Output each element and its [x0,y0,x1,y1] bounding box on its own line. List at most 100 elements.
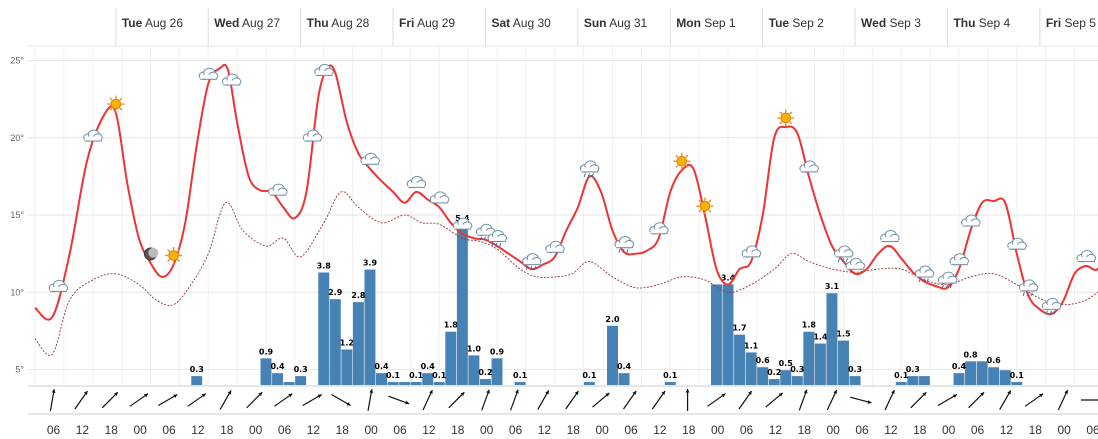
wind-arrowhead [748,390,752,395]
precip-bar [618,373,630,385]
cloud-base [223,80,240,86]
wind-shaft [422,389,433,411]
hour-tick-label: 12 [422,423,436,437]
wind-shaft [157,393,178,407]
wind-arrowhead [574,390,579,395]
wind-arrowhead [605,392,610,397]
precip-value-label: 0.4 [374,362,389,371]
precip-bar [791,376,803,385]
day-label: Tue Sep 2 [769,16,824,30]
precip-bar [745,352,757,385]
y-tick-label: 25° [10,56,24,66]
precip-bar [329,299,341,385]
rain-drop [495,242,498,247]
wind-arrowhead [721,393,726,398]
precip-bar [999,370,1011,385]
precip-value-label: 2.0 [605,315,620,324]
precip-bar [479,379,491,385]
precip-value-label: 0.1 [386,371,401,380]
hour-tick-label: 00 [133,423,147,437]
precip-bar [364,269,376,385]
cloud-base [361,159,378,165]
rain-drop [1049,310,1052,315]
hour-tick-label: 06 [1086,423,1098,437]
precip-value-label: 0.3 [190,365,204,374]
precip-bar [849,376,861,385]
hour-tick-label: 06 [278,423,292,437]
rain-drop [949,284,952,289]
wind-arrow-icon [74,390,89,410]
cloud-rain-icon [475,223,496,241]
hour-tick-label: 18 [451,423,465,437]
wind-shaft [826,389,838,411]
wind-arrowhead [952,394,957,398]
rain-drop [841,258,844,263]
cloud-base [835,252,852,257]
cloud-icon [268,183,288,196]
cloud-rain-icon [487,229,507,247]
precip-value-label: 0.1 [894,371,909,380]
precip-value-label: 3.9 [363,259,378,268]
wind-arrowhead [317,394,322,398]
wind-shaft [187,393,207,407]
cloud-icon [961,214,981,227]
precip-bar [734,334,746,385]
wind-arrowhead [258,392,263,397]
precipitation-bars [191,225,1023,385]
precip-bar [283,382,295,385]
precip-bar [468,355,480,385]
wind-arrow-icon [565,390,579,410]
cloud-icon [949,253,969,266]
wind-arrow-icon [765,392,784,408]
precip-bar [1011,382,1023,385]
wind-shaft [367,389,373,411]
precip-bar [399,382,411,385]
dewpoint-line [34,191,1098,356]
rain-drop [926,278,929,283]
rain-drop [1026,292,1029,297]
precip-value-label: 0.1 [409,371,424,380]
sun-disc [780,112,792,124]
sun-ray [698,209,702,213]
sun-ray [119,107,123,111]
wind-arrow-icon [685,389,690,411]
cloud-base [743,252,760,257]
cloud-base [916,272,933,277]
wind-arrow-icon [1057,389,1069,411]
wind-shaft [937,393,958,407]
day-label: Thu Aug 28 [307,16,370,30]
wind-arrow-icon [850,396,872,404]
wind-shaft [798,389,808,411]
precip-value-label: 0.2 [767,368,781,377]
sun-disc [676,155,688,167]
day-label-dow: Sun [584,16,607,30]
wind-arrow-icon [219,390,232,410]
rain-drop [922,278,925,283]
precip-value-label: 1.2 [340,338,354,347]
day-label-dow: Wed [214,16,239,30]
precip-value-label: 0.9 [259,347,274,356]
cloud-base [523,260,540,265]
precip-value-label: 0.9 [490,347,505,356]
cloud-base [546,247,563,253]
wind-shaft [765,392,784,408]
day-label-dow: Thu [307,16,329,30]
wind-arrowhead [685,389,690,393]
rain-drop [587,173,590,178]
day-label: Fri Aug 29 [399,16,455,30]
wind-arrowhead [891,390,895,395]
cloud-base [1020,286,1037,291]
wind-arrowhead [515,389,519,394]
wind-arrow-icon [707,393,726,407]
precip-bar [260,358,272,385]
wind-shaft [388,395,410,405]
sun-ray [685,164,689,168]
rain-drop [483,236,486,241]
wind-shaft [101,391,119,409]
precip-value-label: 0.3 [906,365,920,374]
precip-value-label: 0.1 [582,371,597,380]
day-label: Mon Sep 1 [676,16,736,30]
precip-value-label: 0.3 [848,365,862,374]
wind-arrow-icon [302,393,323,407]
